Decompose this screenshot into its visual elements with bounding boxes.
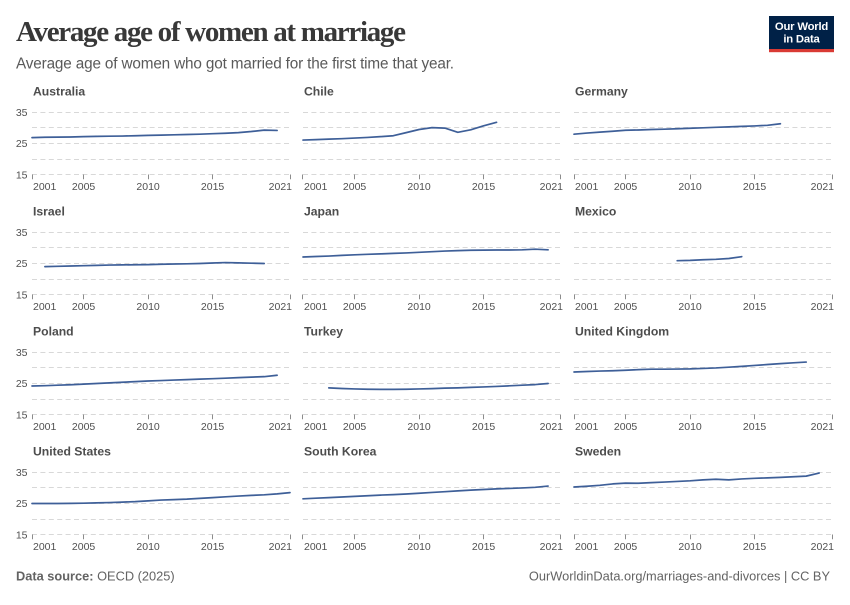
svg-text:United Kingdom: United Kingdom xyxy=(575,325,669,339)
svg-text:15: 15 xyxy=(16,409,28,421)
svg-text:2005: 2005 xyxy=(72,421,96,433)
svg-text:2021: 2021 xyxy=(269,541,293,553)
svg-text:2021: 2021 xyxy=(811,181,835,193)
svg-text:25: 25 xyxy=(16,378,28,390)
svg-text:2001: 2001 xyxy=(575,301,599,313)
svg-text:2010: 2010 xyxy=(678,421,702,433)
svg-text:Japan: Japan xyxy=(304,205,339,219)
svg-text:2021: 2021 xyxy=(540,541,564,553)
svg-text:2001: 2001 xyxy=(33,301,57,313)
svg-text:Data source: OECD (2025): Data source: OECD (2025) xyxy=(16,569,175,584)
svg-text:35: 35 xyxy=(16,347,28,359)
svg-text:2001: 2001 xyxy=(33,541,57,553)
svg-text:2015: 2015 xyxy=(743,181,767,193)
svg-text:2010: 2010 xyxy=(136,301,160,313)
svg-text:2015: 2015 xyxy=(201,181,225,193)
svg-text:2021: 2021 xyxy=(540,181,564,193)
svg-text:2010: 2010 xyxy=(407,541,431,553)
svg-text:Turkey: Turkey xyxy=(304,325,343,339)
svg-text:2015: 2015 xyxy=(201,421,225,433)
svg-text:2001: 2001 xyxy=(575,421,599,433)
svg-text:Israel: Israel xyxy=(33,205,65,219)
svg-text:25: 25 xyxy=(16,498,28,510)
svg-text:2005: 2005 xyxy=(614,181,638,193)
svg-text:2010: 2010 xyxy=(407,301,431,313)
svg-text:2010: 2010 xyxy=(407,181,431,193)
svg-text:2021: 2021 xyxy=(811,541,835,553)
svg-text:2001: 2001 xyxy=(33,421,57,433)
svg-text:2001: 2001 xyxy=(304,421,328,433)
svg-text:25: 25 xyxy=(16,258,28,270)
svg-text:2005: 2005 xyxy=(72,181,96,193)
svg-text:2015: 2015 xyxy=(472,541,496,553)
svg-text:15: 15 xyxy=(16,289,28,301)
svg-text:Average age of women who got m: Average age of women who got married for… xyxy=(16,56,454,73)
svg-text:Sweden: Sweden xyxy=(575,445,621,459)
svg-text:2001: 2001 xyxy=(304,301,328,313)
svg-text:35: 35 xyxy=(16,107,28,119)
svg-text:2010: 2010 xyxy=(407,421,431,433)
svg-text:2021: 2021 xyxy=(540,301,564,313)
svg-text:2021: 2021 xyxy=(540,421,564,433)
svg-text:15: 15 xyxy=(16,169,28,181)
svg-text:2021: 2021 xyxy=(811,421,835,433)
svg-text:2015: 2015 xyxy=(743,541,767,553)
svg-text:2021: 2021 xyxy=(269,181,293,193)
svg-text:2021: 2021 xyxy=(269,421,293,433)
svg-text:OurWorldinData.org/marriages-a: OurWorldinData.org/marriages-and-divorce… xyxy=(529,569,831,584)
svg-text:Germany: Germany xyxy=(575,85,628,99)
svg-text:2005: 2005 xyxy=(72,541,96,553)
svg-text:2001: 2001 xyxy=(575,541,599,553)
svg-text:Average age of women at marria: Average age of women at marriage xyxy=(16,16,406,48)
svg-text:in Data: in Data xyxy=(783,34,820,46)
svg-text:2010: 2010 xyxy=(136,421,160,433)
svg-text:Chile: Chile xyxy=(304,85,334,99)
svg-text:25: 25 xyxy=(16,138,28,150)
svg-text:2010: 2010 xyxy=(678,301,702,313)
svg-text:2015: 2015 xyxy=(743,421,767,433)
svg-text:2010: 2010 xyxy=(678,181,702,193)
svg-text:2021: 2021 xyxy=(269,301,293,313)
svg-text:2005: 2005 xyxy=(343,181,367,193)
svg-text:2015: 2015 xyxy=(472,301,496,313)
svg-text:South Korea: South Korea xyxy=(304,445,377,459)
svg-text:2001: 2001 xyxy=(304,181,328,193)
svg-text:35: 35 xyxy=(16,227,28,239)
svg-text:2001: 2001 xyxy=(33,181,57,193)
svg-text:2021: 2021 xyxy=(811,301,835,313)
svg-text:2005: 2005 xyxy=(343,301,367,313)
svg-text:2015: 2015 xyxy=(201,301,225,313)
svg-text:2005: 2005 xyxy=(614,541,638,553)
svg-text:2010: 2010 xyxy=(136,181,160,193)
svg-text:2005: 2005 xyxy=(614,301,638,313)
svg-text:Australia: Australia xyxy=(33,85,85,99)
svg-text:United States: United States xyxy=(33,445,111,459)
svg-text:15: 15 xyxy=(16,529,28,541)
svg-text:2010: 2010 xyxy=(136,541,160,553)
svg-text:2015: 2015 xyxy=(472,421,496,433)
svg-text:2001: 2001 xyxy=(575,181,599,193)
svg-text:2005: 2005 xyxy=(614,421,638,433)
svg-text:2015: 2015 xyxy=(472,181,496,193)
svg-text:2015: 2015 xyxy=(201,541,225,553)
svg-text:Mexico: Mexico xyxy=(575,205,616,219)
svg-text:2005: 2005 xyxy=(343,541,367,553)
svg-text:2001: 2001 xyxy=(304,541,328,553)
svg-text:35: 35 xyxy=(16,467,28,479)
svg-text:Our World: Our World xyxy=(775,21,829,33)
svg-text:2015: 2015 xyxy=(743,301,767,313)
svg-text:2005: 2005 xyxy=(72,301,96,313)
svg-text:2005: 2005 xyxy=(343,421,367,433)
svg-text:2010: 2010 xyxy=(678,541,702,553)
svg-text:Poland: Poland xyxy=(33,325,74,339)
